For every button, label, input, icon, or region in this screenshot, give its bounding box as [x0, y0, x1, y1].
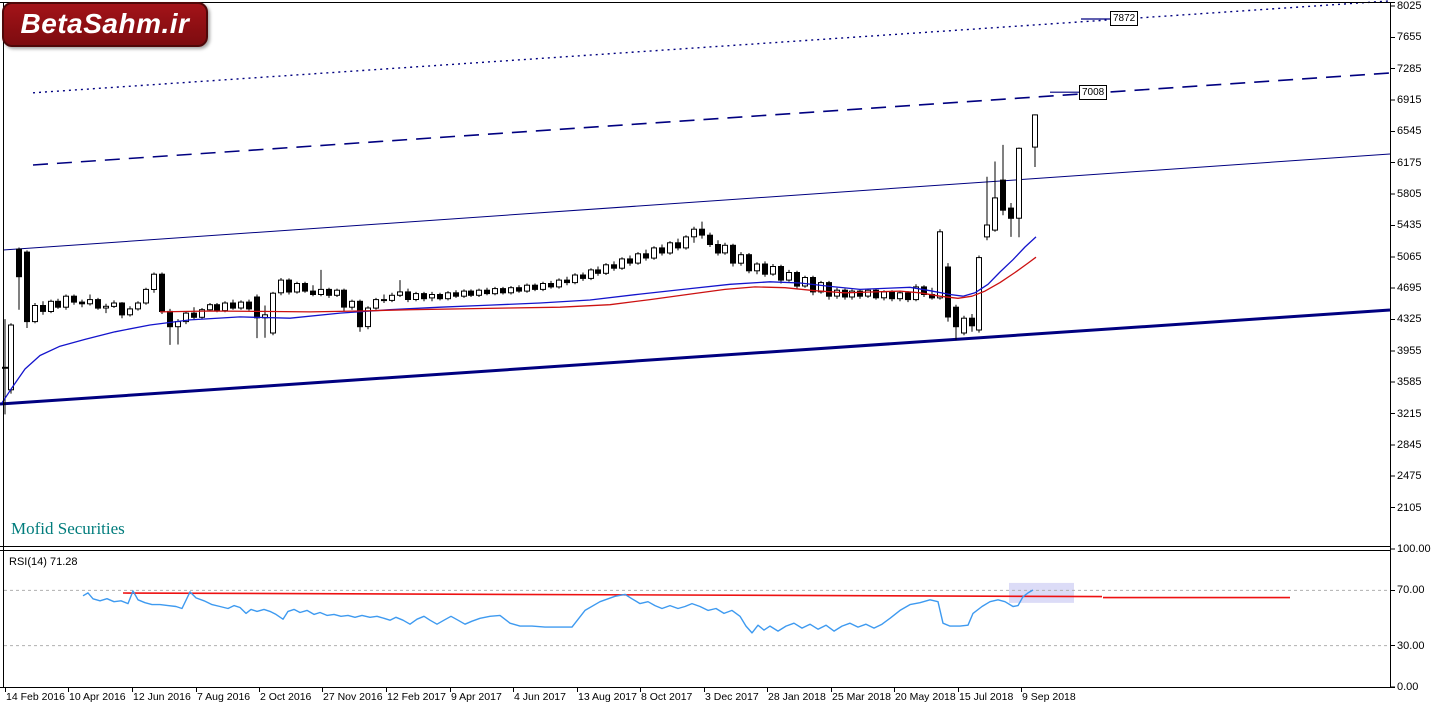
rsi-axis-label: 100.00: [1397, 543, 1431, 555]
rsi-axis-label: 70.00: [1397, 584, 1425, 597]
price-axis-label: 6175: [1397, 156, 1422, 169]
date-axis-label: 14 Feb 2016: [6, 691, 65, 703]
price-axis-label: 4695: [1397, 282, 1422, 295]
betasahm-logo[interactable]: BetaSahm.ir: [2, 2, 208, 47]
rsi-axis-label: 30.00: [1397, 639, 1425, 652]
price-axis-label: 3215: [1397, 407, 1422, 420]
date-axis-label: 12 Feb 2017: [387, 691, 446, 703]
price-axis-label: 8025: [1397, 0, 1422, 12]
price-axis-label: 6915: [1397, 94, 1422, 107]
price-axis-label: 3585: [1397, 376, 1422, 389]
rsi-indicator-label: RSI(14) 71.28: [9, 556, 78, 568]
price-axis-label: 7285: [1397, 62, 1422, 75]
date-axis-label: 10 Apr 2016: [69, 691, 126, 703]
date-axis-label: 9 Apr 2017: [451, 691, 502, 703]
price-axis-label: 2475: [1397, 470, 1422, 483]
date-axis-label: 9 Sep 2018: [1022, 691, 1076, 703]
price-axis-label: 3955: [1397, 344, 1422, 357]
price-axis-label: 2845: [1397, 438, 1422, 451]
date-axis-label: 27 Nov 2016: [323, 691, 383, 703]
price-tag-7008[interactable]: 7008: [1079, 84, 1108, 100]
betasahm-logo-text: BetaSahm.ir: [20, 8, 190, 39]
date-axis-label: 28 Jan 2018: [768, 691, 826, 703]
date-axis-label: 20 May 2018: [895, 691, 956, 703]
price-axis-label: 5805: [1397, 188, 1422, 201]
date-axis-label: 3 Dec 2017: [705, 691, 759, 703]
date-axis-label: 25 Mar 2018: [832, 691, 891, 703]
broker-watermark: Mofid Securities: [11, 519, 125, 538]
date-axis-label: 12 Jun 2016: [133, 691, 191, 703]
date-axis-label: 8 Oct 2017: [641, 691, 693, 703]
price-axis-label: 2105: [1397, 501, 1422, 514]
date-axis-label: 15 Jul 2018: [959, 691, 1014, 703]
date-axis-label: 7 Aug 2016: [197, 691, 251, 703]
price-axis-label: 5065: [1397, 250, 1422, 263]
date-axis-label: 4 Jun 2017: [514, 691, 566, 703]
price-axis-label: 4325: [1397, 313, 1422, 326]
date-axis-label: 13 Aug 2017: [578, 691, 637, 703]
rsi-axis-label: 0.00: [1397, 681, 1419, 693]
price-axis-label: 5435: [1397, 219, 1422, 232]
price-axis-label: 6545: [1397, 125, 1422, 138]
date-axis-label: 2 Oct 2016: [260, 691, 312, 703]
price-axis-label: 7655: [1397, 31, 1422, 44]
price-tag-7872[interactable]: 7872: [1110, 11, 1139, 27]
